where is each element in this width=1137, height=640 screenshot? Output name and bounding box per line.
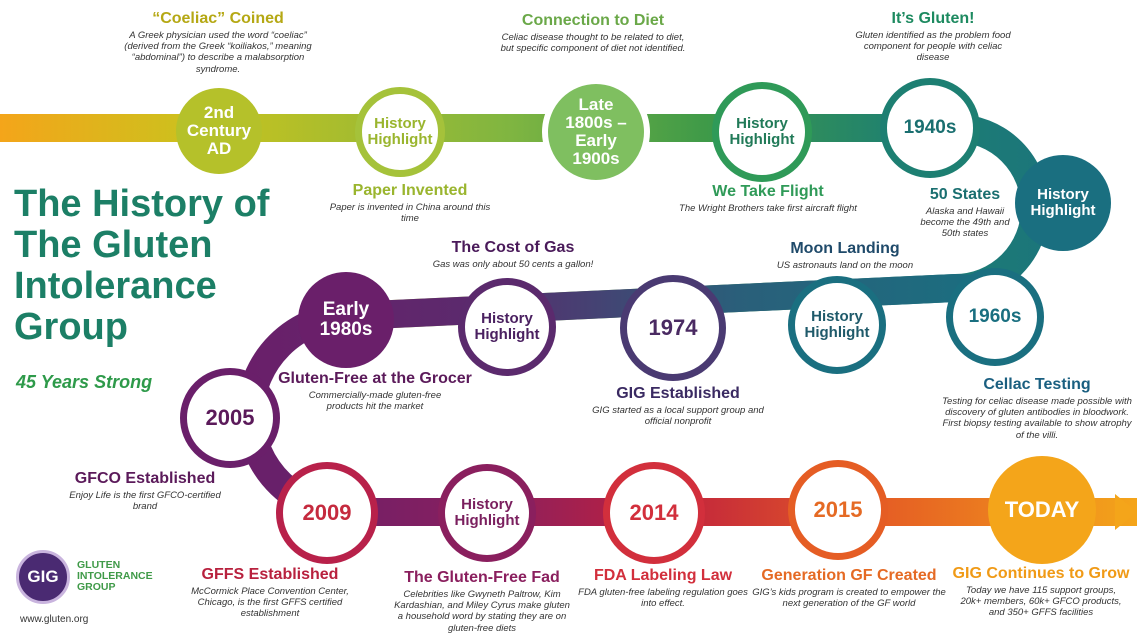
- event-title: Gluten-Free at the Grocer: [278, 370, 472, 387]
- node-late-1800s: Late 1800s – Early 1900s: [542, 78, 650, 186]
- event-desc: Alaska and Hawaii become the 49th and 50…: [920, 205, 1010, 240]
- node-label: 2005: [205, 405, 255, 431]
- node-2nd-century: 2nd Century AD: [176, 88, 262, 174]
- node-label: 1960s: [968, 306, 1022, 328]
- event-desc: Celiac disease thought to be related to …: [500, 31, 686, 54]
- event-its-gluten: It’s Gluten! Gluten identified as the pr…: [848, 10, 1018, 64]
- event-title: Cellac Testing: [983, 376, 1091, 393]
- event-gfco-established: GFCO Established Enjoy Life is the first…: [60, 470, 230, 512]
- event-title: Paper Invented: [352, 182, 468, 199]
- event-desc: Celebrities like Gwyneth Paltrow, Kim Ka…: [394, 588, 570, 634]
- node-2015: 2015: [788, 460, 888, 560]
- event-desc: Gluten identified as the problem food co…: [855, 29, 1011, 64]
- event-desc: Testing for celiac disease made possible…: [942, 395, 1132, 441]
- event-title: GFFS Established: [201, 566, 339, 583]
- node-label: History Highlight: [454, 496, 520, 529]
- event-desc: Enjoy Life is the first GFCO-certified b…: [69, 489, 221, 512]
- event-title: It’s Gluten!: [891, 10, 975, 27]
- page-title: The History of The Gluten Intolerance Gr…: [14, 183, 270, 349]
- event-title: The Cost of Gas: [451, 239, 575, 256]
- node-history-highlight: History Highlight: [458, 278, 556, 376]
- event-desc: GIG’s kids program is created to empower…: [752, 586, 946, 609]
- event-desc: Gas was only about 50 cents a gallon!: [432, 258, 594, 270]
- event-gffs-established: GFFS Established McCormick Place Convent…: [190, 566, 350, 620]
- node-label: History Highlight: [804, 308, 870, 341]
- event-desc: Today we have 115 support groups, 20k+ m…: [960, 584, 1122, 619]
- node-label: 1974: [648, 315, 698, 341]
- event-paper-invented: Paper Invented Paper is invented in Chin…: [320, 182, 500, 224]
- node-2005: 2005: [180, 368, 280, 468]
- event-title: Generation GF Created: [761, 567, 937, 584]
- event-cellac-testing: Cellac Testing Testing for celiac diseas…: [942, 376, 1132, 441]
- node-label: Early 1980s: [319, 299, 373, 340]
- node-label: 2015: [813, 497, 863, 523]
- event-moon-landing: Moon Landing US astronauts land on the m…: [760, 240, 930, 271]
- event-desc: The Wright Brothers take first aircraft …: [679, 202, 857, 214]
- event-gig-established: GIG Established GIG started as a local s…: [588, 385, 768, 427]
- event-title: The Gluten-Free Fad: [404, 569, 560, 586]
- event-cost-of-gas: The Cost of Gas Gas was only about 50 ce…: [418, 239, 608, 270]
- event-desc: McCormick Place Convention Center, Chica…: [191, 585, 349, 620]
- node-label: 2nd Century AD: [186, 103, 252, 158]
- node-history-highlight: History Highlight: [712, 82, 812, 182]
- event-desc: Commercially-made gluten-free products h…: [308, 389, 442, 412]
- node-history-highlight: History Highlight: [1015, 155, 1111, 251]
- event-title: 50 States: [929, 186, 1001, 203]
- event-title: Moon Landing: [790, 240, 900, 257]
- node-early-1980s: Early 1980s: [298, 272, 394, 368]
- gig-logo: GIG: [16, 550, 70, 604]
- event-we-take-flight: We Take Flight The Wright Brothers take …: [678, 183, 858, 214]
- event-connection-to-diet: Connection to Diet Celiac disease though…: [498, 12, 688, 54]
- node-history-highlight: History Highlight: [788, 276, 886, 374]
- node-2014: 2014: [603, 462, 705, 564]
- node-today: TODAY: [988, 456, 1096, 564]
- page-subtitle: 45 Years Strong: [16, 372, 153, 392]
- node-label: History Highlight: [367, 115, 433, 148]
- node-label: 1940s: [903, 117, 957, 139]
- node-label: Late 1800s – Early 1900s: [565, 95, 627, 168]
- node-label: 2014: [629, 500, 679, 526]
- logo-text: GLUTEN INTOLERANCE GROUP: [77, 559, 153, 594]
- node-1974: 1974: [620, 275, 726, 381]
- event-title: FDA Labeling Law: [593, 567, 733, 584]
- node-2009: 2009: [276, 462, 378, 564]
- event-generation-gf: Generation GF Created GIG’s kids program…: [752, 567, 946, 609]
- event-desc: FDA gluten-free labeling regulation goes…: [578, 586, 748, 609]
- node-1940s: 1940s: [880, 78, 980, 178]
- event-desc: GIG started as a local support group and…: [592, 404, 764, 427]
- node-label: History Highlight: [1030, 186, 1096, 219]
- node-label: 2009: [302, 500, 352, 526]
- event-gluten-free-grocer: Gluten-Free at the Grocer Commercially-m…: [270, 370, 480, 412]
- event-fda-labeling-law: FDA Labeling Law FDA gluten-free labelin…: [576, 567, 750, 609]
- event-desc: US astronauts land on the moon: [776, 259, 914, 271]
- node-1960s: 1960s: [946, 268, 1044, 366]
- event-desc: A Greek physician used the word “coeliac…: [124, 29, 312, 75]
- node-label: History Highlight: [729, 115, 795, 148]
- node-history-highlight: History Highlight: [355, 87, 445, 177]
- event-title: Connection to Diet: [521, 12, 665, 29]
- event-coeliac-coined: “Coeliac” Coined A Greek physician used …: [118, 10, 318, 75]
- event-title: We Take Flight: [712, 183, 824, 200]
- event-title: GIG Continues to Grow: [952, 565, 1130, 582]
- event-title: “Coeliac” Coined: [152, 10, 284, 27]
- node-label: History Highlight: [474, 310, 540, 343]
- website-url: www.gluten.org: [20, 614, 89, 625]
- event-gluten-free-fad: The Gluten-Free Fad Celebrities like Gwy…: [392, 569, 572, 634]
- node-label: TODAY: [1004, 497, 1080, 523]
- event-desc: Paper is invented in China around this t…: [329, 201, 491, 224]
- node-history-highlight: History Highlight: [438, 464, 536, 562]
- event-title: GFCO Established: [74, 470, 216, 487]
- event-gig-continues: GIG Continues to Grow Today we have 115 …: [946, 565, 1136, 619]
- logo-monogram: GIG: [27, 567, 59, 586]
- event-50-states: 50 States Alaska and Hawaii become the 4…: [910, 186, 1020, 240]
- timeline-arrow: [1115, 494, 1137, 530]
- event-title: GIG Established: [616, 385, 740, 402]
